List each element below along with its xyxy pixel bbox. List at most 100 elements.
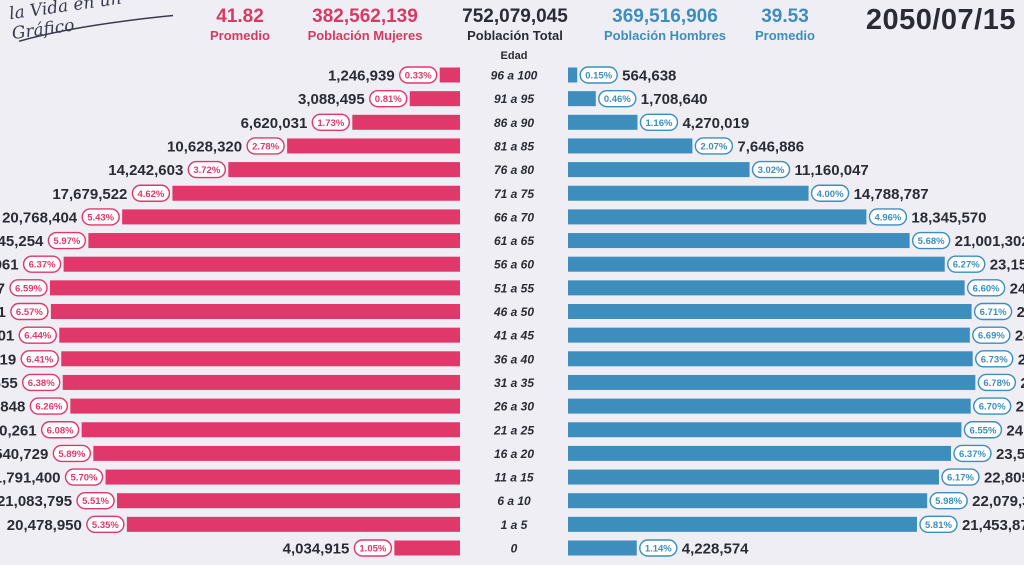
male-percent-label: 2.07% xyxy=(700,141,727,152)
female-percent-label: 5.89% xyxy=(58,449,85,460)
male-bar xyxy=(568,469,939,485)
female-value-label: 17,679,522 xyxy=(52,186,127,203)
male-bar xyxy=(568,493,928,509)
female-value-label: 4,034,915 xyxy=(283,541,350,558)
male-percent-badge xyxy=(977,373,1017,392)
male-percent-label: 1.14% xyxy=(645,544,672,555)
female-value-label: 21,791,400 xyxy=(0,470,61,487)
male-average: 39.53 Promedio xyxy=(745,6,825,44)
age-group-label: 41 a 45 xyxy=(493,329,534,343)
female-bar xyxy=(62,374,461,390)
male-bar xyxy=(568,280,965,296)
age-group-label: 61 a 65 xyxy=(494,234,534,248)
male-value-label: 21,001,302 xyxy=(955,233,1024,250)
male-percent-badge xyxy=(751,160,791,179)
female-percent-label: 1.73% xyxy=(317,118,344,129)
male-percent-label: 6.55% xyxy=(969,425,996,436)
female-bar xyxy=(50,304,460,319)
male-percent-badge xyxy=(639,113,679,132)
male-percent-label: 5.98% xyxy=(935,496,962,507)
female-percent-label: 5.43% xyxy=(87,212,114,223)
male-bar xyxy=(568,67,578,83)
male-percent-label: 6.71% xyxy=(980,307,1007,318)
female-value-label: 22,540,729 xyxy=(0,446,48,463)
male-bar xyxy=(568,327,970,343)
female-percent-label: 5.70% xyxy=(71,473,98,484)
age-group-label: 66 a 70 xyxy=(494,210,534,224)
female-percent-badge xyxy=(311,113,351,132)
female-percent-badge xyxy=(21,373,61,392)
male-percent-label: 0.15% xyxy=(585,71,612,82)
female-value-label: 22,845,254 xyxy=(0,233,44,250)
male-bar xyxy=(568,138,693,154)
male-percent-label: 1.16% xyxy=(645,118,672,129)
female-percent-label: 0.33% xyxy=(405,71,432,82)
male-percent-label: 6.70% xyxy=(979,402,1006,413)
male-percent-label: 4.96% xyxy=(874,212,901,223)
female-bar xyxy=(59,327,460,343)
male-percent-label: 6.69% xyxy=(978,331,1005,342)
female-bar xyxy=(70,398,460,414)
female-bar xyxy=(409,91,460,107)
male-value-label: 24,186,376 xyxy=(1006,422,1024,439)
age-group-label: 21 a 25 xyxy=(493,423,534,437)
female-percent-badge xyxy=(187,160,227,179)
female-average-value: 41.82 xyxy=(216,6,264,27)
male-value-label: 22,805,882 xyxy=(984,470,1024,487)
male-value-label: 14,788,787 xyxy=(854,186,929,203)
female-percent-badge xyxy=(29,397,69,415)
female-bar xyxy=(287,138,460,154)
male-value-label: 564,638 xyxy=(622,68,676,85)
age-group-label: 86 a 90 xyxy=(494,116,534,130)
male-percent-label: 4.00% xyxy=(817,189,844,200)
female-average: 41.82 Promedio xyxy=(200,6,280,44)
female-percent-badge xyxy=(10,302,49,321)
female-bar xyxy=(61,351,460,367)
male-population-label: Población Hombres xyxy=(603,28,727,43)
female-value-label: 24,368,961 xyxy=(0,257,19,274)
age-group-label: 31 a 35 xyxy=(494,376,534,390)
female-bar xyxy=(394,540,460,556)
female-percent-label: 1.05% xyxy=(359,544,386,555)
female-value-label: 3,088,495 xyxy=(298,91,365,108)
female-population-label: Población Mujeres xyxy=(307,28,423,43)
female-population: 382,562,139 Población Mujeres xyxy=(290,6,440,44)
female-value-label: 21,083,795 xyxy=(0,493,72,510)
age-group-label: 46 a 50 xyxy=(493,305,534,319)
male-bar xyxy=(568,351,973,367)
female-percent-badge xyxy=(86,515,125,534)
male-bar xyxy=(568,209,867,225)
male-bar xyxy=(568,422,962,438)
total-population-label: Población Total xyxy=(467,28,563,43)
male-percent-label: 6.37% xyxy=(959,449,986,460)
female-percent-label: 6.44% xyxy=(24,331,51,342)
female-value-label: 25,205,007 xyxy=(0,280,5,297)
female-percent-label: 6.57% xyxy=(16,307,43,318)
female-percent-label: 4.62% xyxy=(137,189,164,200)
female-value-label: 14,242,603 xyxy=(108,162,183,179)
male-bar xyxy=(568,304,972,319)
male-percent-label: 6.60% xyxy=(973,283,1000,294)
female-percent-badge xyxy=(369,89,408,108)
female-bar xyxy=(81,422,460,438)
male-percent-badge xyxy=(579,66,618,84)
female-percent-label: 6.41% xyxy=(26,354,53,365)
male-percent-badge xyxy=(953,444,992,463)
male-value-label: 18,345,570 xyxy=(911,209,986,226)
age-group-label: 96 a 100 xyxy=(491,69,538,83)
logo-swash-icon xyxy=(18,14,174,42)
female-percent-badge xyxy=(353,539,393,557)
female-percent-label: 6.37% xyxy=(29,260,56,271)
male-percent-badge xyxy=(963,421,1003,439)
male-percent-badge xyxy=(947,255,986,273)
male-bar xyxy=(568,185,809,201)
male-percent-label: 6.27% xyxy=(953,260,980,271)
female-bar xyxy=(63,256,460,272)
male-value-label: 4,228,574 xyxy=(682,541,749,558)
female-percent-badge xyxy=(47,231,87,250)
female-percent-label: 2.78% xyxy=(252,141,279,152)
female-percent-label: 6.59% xyxy=(15,283,42,294)
female-bar xyxy=(122,209,460,225)
male-bar xyxy=(568,445,951,461)
